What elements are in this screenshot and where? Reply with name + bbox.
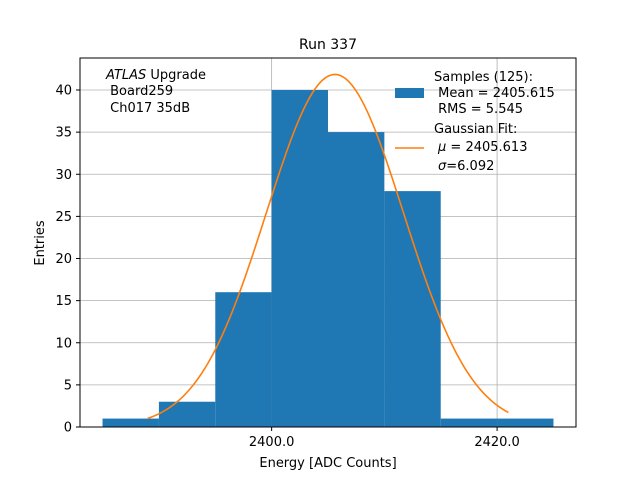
y-tick-label: 5 [64,378,72,393]
annotation-line-2: Board259 [106,84,173,99]
histogram-bars [102,90,554,427]
annotation-line-1: ATLAS Upgrade [105,68,206,83]
mu-symbol: μ [437,140,446,155]
y-tick-label: 30 [55,168,72,183]
x-axis-label: Energy [ADC Counts] [259,456,396,471]
legend-rms-label: RMS = 5.545 [434,102,523,117]
sigma-symbol: σ [438,159,447,174]
y-tick-label: 35 [55,126,72,141]
histogram-bar [158,401,216,427]
fit-curve-layer [147,73,509,420]
legend: Samples (125): Mean = 2405.615 RMS = 5.5… [395,70,555,174]
legend-fit-title: Gaussian Fit: [434,122,517,137]
sigma-value: =6.092 [446,159,494,174]
histogram-bar [497,418,554,427]
x-tick-label: 2420.0 [474,435,520,450]
legend-histogram-swatch [395,88,424,98]
axes-frame [79,57,577,428]
histogram-bar [384,191,441,427]
y-tick-label: 40 [55,84,72,99]
y-tick-label: 10 [55,336,72,351]
legend-samples-label: Samples (125): [434,70,533,85]
histogram-bar [440,418,498,427]
upgrade-label: Upgrade [146,68,206,83]
histogram-bar [328,132,385,427]
chart-title: Run 337 [299,37,357,53]
legend-fit-sigma: σ=6.092 [438,159,494,174]
gaussian-fit-curve [147,73,509,420]
atlas-label: ATLAS [105,68,146,83]
y-tick-label: 15 [55,294,72,309]
annotation-line-3: Ch017 35dB [106,101,190,116]
mu-value: = 2405.613 [446,140,527,155]
legend-mean-label: Mean = 2405.615 [434,86,555,101]
y-tick-label: 0 [64,421,72,436]
legend-fit-mu: μ = 2405.613 [437,140,527,155]
histogram-bar [102,418,159,427]
y-tick-label: 25 [55,210,72,225]
axis-ticks: 0 5 10 15 20 25 30 35 40 2400.0 2420.0 [55,84,519,450]
histogram-bar [215,292,272,427]
histogram-bar [271,90,328,427]
annotation-box: ATLAS Upgrade Board259 Ch017 35dB [105,68,206,116]
y-axis-label: Entries [33,220,48,266]
y-tick-label: 20 [55,252,72,267]
x-tick-label: 2400.0 [249,435,295,450]
